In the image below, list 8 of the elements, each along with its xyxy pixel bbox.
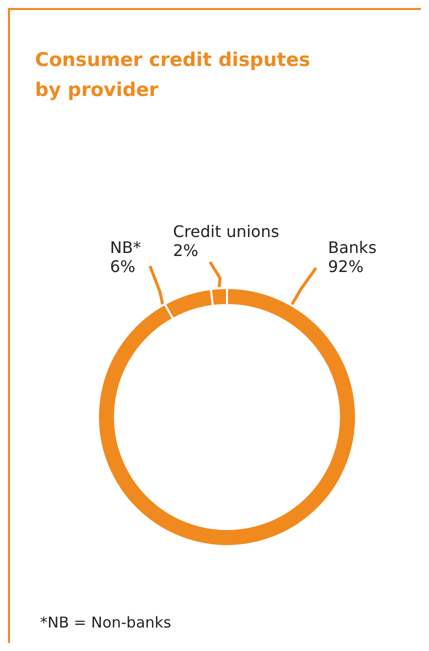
chart-title: Consumer credit disputes by provider [35,49,317,101]
data-label: 92% [328,257,364,276]
slice-label: NB* [110,238,141,257]
slice-label: Credit unions [173,222,280,241]
text: *NB = Non-banks [40,614,172,632]
data-label: 2% [173,241,198,260]
data-label: 6% [110,257,136,276]
slice-label: Banks [328,238,377,257]
